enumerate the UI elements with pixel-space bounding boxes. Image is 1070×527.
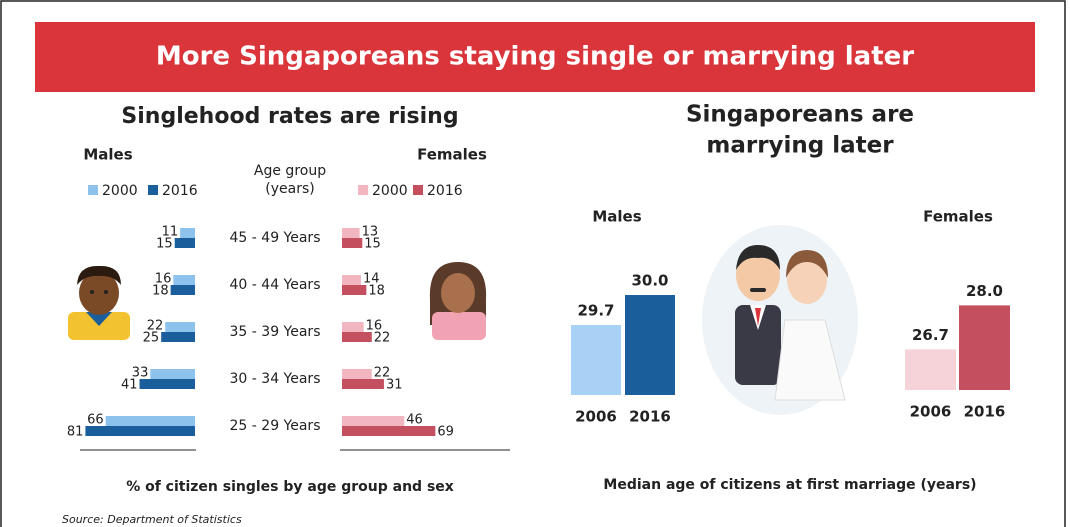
legend-swatch [413,185,423,195]
bar [342,238,362,248]
category-label: 35 - 39 Years [230,324,321,340]
value-label: 15 [364,237,381,252]
value-label: 26.7 [912,326,949,344]
bar [342,379,384,389]
chart-title: Singlehood rates are rising [121,104,458,129]
main-title: More Singaporeans staying single or marr… [156,42,914,72]
bar [106,416,195,426]
chart-caption: % of citizen singles by age group and se… [126,479,454,495]
source: Source: Department of Statistics [62,513,242,526]
category-label: 40 - 44 Years [230,277,321,293]
category-label: 2006 [575,408,617,426]
legend-swatch [88,185,98,195]
category-label: 2016 [964,403,1006,421]
bar [161,332,195,342]
legend-label: 2016 [162,183,198,199]
bar [571,325,621,395]
center-header: (years) [265,181,314,197]
bar [342,416,404,426]
value-label: 18 [152,284,169,299]
bar [173,275,195,285]
value-label: 15 [156,237,173,252]
bar [171,285,195,295]
value-label: 30.0 [631,272,668,290]
bar [85,426,195,436]
category-label: 2016 [629,408,671,426]
center-header: Age group [254,163,326,179]
bar [342,332,372,342]
bar [342,322,364,332]
value-label: 41 [121,378,138,393]
value-label: 28.0 [966,282,1003,300]
legend-swatch [148,185,158,195]
bar [959,305,1010,390]
value-label: 25 [143,331,160,346]
category-label: 30 - 34 Years [230,371,321,387]
legend-label: 2016 [427,183,463,199]
bar [342,228,360,238]
value-label: 22 [374,331,391,346]
value-label: 46 [406,413,423,428]
bar [150,369,195,379]
chart-title: Females [923,208,993,226]
female-icon [430,262,486,340]
value-label: 18 [368,284,385,299]
value-label: 81 [67,425,84,440]
category-label: 2006 [910,403,952,421]
bar [342,369,372,379]
bar [180,228,195,238]
bar [165,322,195,332]
category-label: 45 - 49 Years [230,230,321,246]
bar [140,379,195,389]
side-label: Females [417,146,487,164]
value-label: 69 [437,425,454,440]
bar [625,295,675,395]
bar [342,426,435,436]
side-label: Males [83,146,132,164]
panel-title: marrying later [706,133,894,159]
legend-label: 2000 [102,183,138,199]
bar [175,238,195,248]
panel-title: Singaporeans are [686,102,914,128]
value-label: 29.7 [577,302,614,320]
couple-illustration [702,225,858,415]
bar [342,275,361,285]
category-label: 25 - 29 Years [230,418,321,434]
legend-swatch [358,185,368,195]
panel-caption: Median age of citizens at first marriage… [603,477,976,493]
infographic: More Singaporeans staying single or marr… [0,0,1070,527]
chart-title: Males [592,208,641,226]
value-label: 66 [87,413,104,428]
bar [905,349,956,390]
value-label: 31 [386,378,403,393]
bar [342,285,366,295]
legend-label: 2000 [372,183,408,199]
